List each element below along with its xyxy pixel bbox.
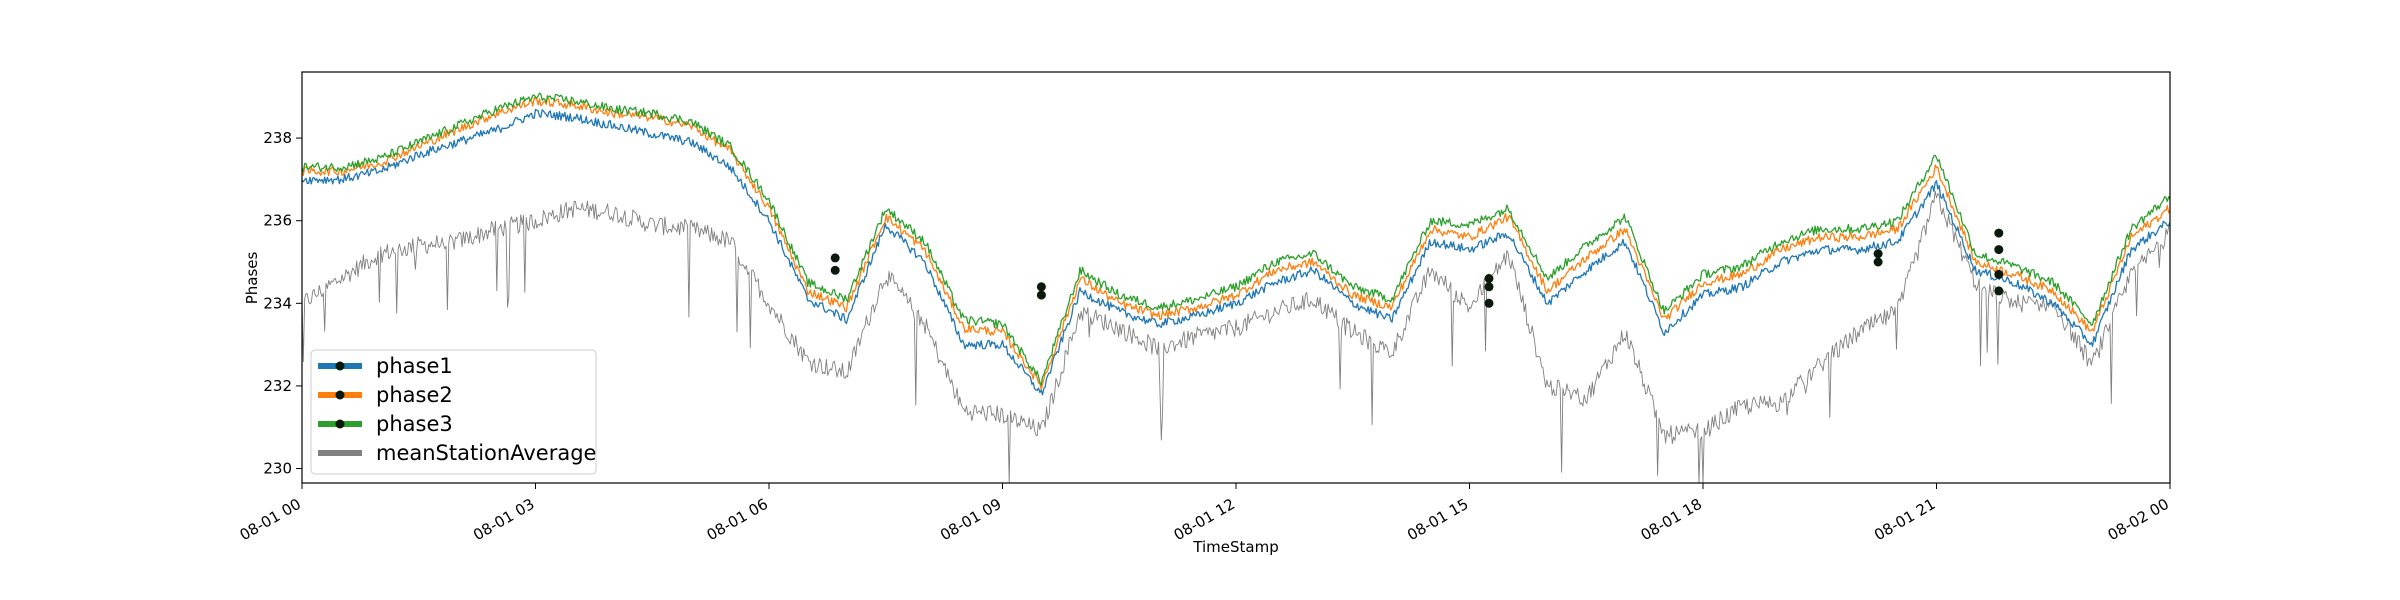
event-marker [1484, 282, 1494, 292]
y-tick-label: 234 [263, 294, 292, 312]
series-line-meanStationAverage [301, 190, 2171, 484]
event-marker [1036, 282, 1046, 292]
y-axis: 230 232 234 236 238 [263, 129, 302, 478]
legend-marker [335, 419, 345, 429]
legend-marker [335, 390, 345, 400]
y-tick-label: 236 [263, 212, 292, 230]
event-marker [830, 265, 840, 275]
event-marker [830, 253, 840, 263]
y-tick-label: 238 [263, 129, 292, 147]
y-tick-label: 232 [263, 377, 292, 395]
legend-marker [335, 361, 345, 371]
legend-label-phase2: phase2 [376, 383, 453, 407]
event-marker [1873, 249, 1883, 259]
legend-box [310, 349, 597, 475]
event-marker [1036, 290, 1046, 300]
legend-label-phase3: phase3 [376, 412, 453, 436]
legend-label-meanStationAverage: meanStationAverage [376, 441, 596, 465]
y-tick-label: 230 [263, 460, 292, 478]
series-lines [301, 92, 2171, 484]
event-marker [1994, 269, 2004, 279]
legend-label-phase1: phase1 [376, 354, 453, 378]
event-marker [1994, 245, 2004, 255]
event-marker [1873, 257, 1883, 267]
series-line-phase1 [301, 108, 2171, 396]
event-marker [1484, 274, 1494, 283]
x-axis-label: TimeStamp [1192, 538, 1278, 556]
event-marker [1484, 298, 1494, 308]
legend: phase1 phase2 phase3 meanStationAverage [310, 349, 597, 475]
event-marker [1994, 286, 2004, 296]
event-marker [1994, 228, 2004, 238]
series-line-phase3 [301, 92, 2171, 386]
event-markers [830, 228, 2004, 308]
series-line-phase2 [301, 96, 2171, 390]
y-axis-label: Phases [243, 252, 261, 305]
